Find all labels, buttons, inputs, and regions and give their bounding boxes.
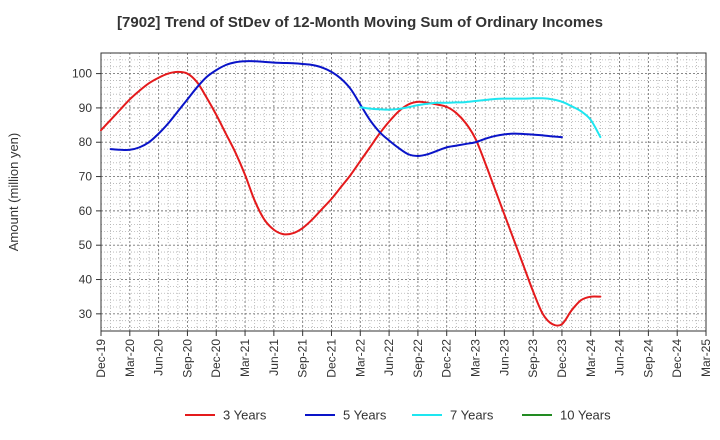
x-tick-label: Dec-19 bbox=[94, 339, 108, 378]
x-tick-label: Sep-23 bbox=[526, 339, 540, 378]
chart-title: [7902] Trend of StDev of 12-Month Moving… bbox=[117, 14, 603, 31]
y-tick-label: 50 bbox=[79, 238, 93, 252]
y-tick-label: 70 bbox=[79, 170, 93, 184]
legend-label: 10 Years bbox=[560, 408, 611, 423]
x-tick-label: Dec-23 bbox=[555, 339, 569, 378]
x-tick-label: Jun-23 bbox=[497, 339, 511, 376]
y-tick-label: 80 bbox=[79, 135, 93, 149]
y-tick-label: 40 bbox=[79, 273, 93, 287]
x-tick-label: Sep-21 bbox=[296, 339, 310, 378]
y-tick-label: 100 bbox=[72, 67, 92, 81]
x-tick-label: Jun-20 bbox=[152, 339, 166, 376]
y-tick-label: 60 bbox=[79, 204, 93, 218]
x-tick-label: Jun-22 bbox=[382, 339, 396, 376]
x-tick-label: Mar-21 bbox=[238, 339, 252, 377]
y-tick-label: 30 bbox=[79, 307, 93, 321]
x-tick-label: Dec-20 bbox=[209, 339, 223, 378]
series-line-7-years bbox=[359, 97, 602, 139]
x-tick-label: Mar-23 bbox=[469, 339, 483, 377]
y-axis-label: Amount (million yen) bbox=[6, 133, 21, 252]
legend-label: 5 Years bbox=[343, 408, 387, 423]
x-tick-label: Mar-22 bbox=[353, 339, 367, 377]
series-line-5-years bbox=[109, 60, 563, 157]
y-tick-label: 90 bbox=[79, 101, 93, 115]
x-tick-label: Dec-22 bbox=[440, 339, 454, 378]
x-tick-label: Jun-24 bbox=[613, 339, 627, 376]
series-line-3-years bbox=[100, 70, 602, 327]
x-tick-label: Sep-22 bbox=[411, 339, 425, 378]
x-tick-label: Mar-25 bbox=[699, 339, 713, 377]
x-tick-label: Dec-21 bbox=[324, 339, 338, 378]
x-tick-label: Dec-24 bbox=[670, 339, 684, 378]
x-tick-label: Sep-20 bbox=[180, 339, 194, 378]
plot-frame bbox=[100, 52, 707, 332]
x-tick-label: Mar-20 bbox=[123, 339, 137, 377]
x-tick-label: Sep-24 bbox=[641, 339, 655, 378]
legend-label: 3 Years bbox=[223, 408, 267, 423]
x-tick-label: Mar-24 bbox=[584, 339, 598, 377]
x-tick-label: Jun-21 bbox=[267, 339, 281, 376]
legend-label: 7 Years bbox=[450, 408, 494, 423]
